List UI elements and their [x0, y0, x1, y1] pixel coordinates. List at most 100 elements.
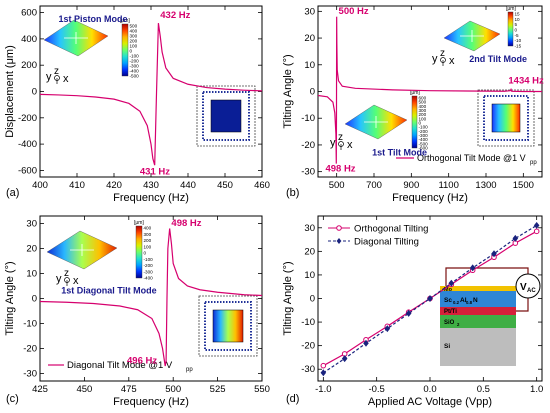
x-tick-label: 425	[32, 384, 48, 395]
colorbar-tick-label: 500	[419, 100, 427, 105]
wire	[445, 267, 529, 286]
data-point	[491, 250, 497, 258]
x-tick-label: 1500	[513, 180, 534, 191]
colorbar-tick-label: 0	[144, 251, 147, 256]
colorbar-tick-label: -200	[419, 129, 429, 134]
colorbar-tick-label: 100	[144, 244, 152, 249]
annotation-label: 1st Tilt Mode	[372, 148, 427, 158]
annotation-label: 1434 Hz	[508, 75, 544, 86]
y-tick-label: 400	[21, 34, 37, 45]
y-axis-label: Tilting Angle (°)	[282, 261, 294, 335]
y-tick-label: -30	[301, 364, 315, 375]
panel-label: (b)	[286, 187, 299, 199]
y-tick-label: 200	[21, 60, 37, 71]
x-tick-label: 420	[106, 180, 122, 191]
y-tick-label: 10	[304, 60, 315, 71]
colorbar-tick-label: 100	[419, 116, 427, 121]
layer-label: 0.2	[453, 300, 460, 305]
data-point	[469, 264, 476, 272]
y-tick-label: -20	[301, 140, 315, 151]
y-tick-label: 600	[21, 8, 37, 19]
colorbar-tick-label: -5	[515, 33, 520, 38]
wire	[516, 298, 529, 312]
y-tick-label: 30	[304, 223, 315, 234]
colorbar-tick-label: 500	[130, 24, 138, 29]
x-tick-label: 1100	[438, 180, 458, 191]
legend-marker	[336, 225, 342, 231]
colorbar-tick-label: 300	[130, 34, 138, 39]
y-tick-label: 20	[304, 33, 315, 44]
layer-label: SiO	[444, 320, 455, 326]
data-point	[384, 325, 391, 333]
legend-label: Orthogonal Tilting	[354, 224, 428, 235]
colorbar-tick-label: -500	[419, 141, 429, 146]
colorbar-tick-label: 200	[419, 112, 427, 117]
annotation-label: 500 Hz	[339, 6, 369, 17]
ac-source-label: V	[520, 282, 527, 293]
colorbar-tick-label: -300	[419, 133, 429, 138]
colorbar-tick-label: 15	[515, 12, 521, 17]
colorbar-tick-label: -400	[130, 69, 140, 74]
layer-label: Al	[460, 297, 467, 304]
y-tick-label: -10	[23, 319, 37, 330]
x-tick-label: 450	[217, 180, 233, 191]
panel-d: -1.0 -0.5 0.0 0.5 1.0 -30 -20 -10 0 10 20 30 Applied…	[282, 215, 543, 408]
x-tick-label: 450	[76, 384, 92, 395]
layer-label: Pt/Ti	[444, 309, 457, 315]
x-tick-label: 475	[121, 384, 137, 395]
x-axis-label: Applied AC Voltage (Vpp)	[368, 396, 492, 408]
y-tick-label: -10	[301, 113, 315, 124]
panel-b: 500 700 900 1100 1300 1500-30-20-100102030Fre…	[282, 5, 544, 204]
layer-label: Sc	[444, 297, 452, 304]
x-tick-label: 500	[165, 384, 181, 395]
axis-glyph-z: z	[338, 132, 343, 143]
colorbar-unit: [μm]	[134, 220, 144, 226]
x-tick-label: 1.0	[530, 384, 543, 395]
panel-label: (a)	[6, 187, 19, 199]
panel-label: (d)	[286, 393, 299, 405]
device-mirror	[491, 103, 521, 133]
legend-label: Diagonal Tilt Mode @1 V	[67, 360, 173, 371]
colorbar	[507, 11, 514, 47]
colorbar-tick-label: 400	[130, 29, 138, 34]
colorbar-tick-label: 400	[419, 104, 427, 109]
annotation-label: 498 Hz	[171, 218, 201, 229]
y-tick-label: 10	[304, 270, 315, 281]
x-tick-label: 400	[32, 180, 48, 191]
axis-glyph-x: x	[63, 73, 69, 85]
y-tick-label: 0	[310, 294, 315, 305]
colorbar-tick-label: -100	[130, 54, 140, 59]
device-springs	[483, 95, 529, 141]
colorbar-tick-label: 200	[144, 238, 152, 243]
colorbar-tick-label: -600	[419, 146, 429, 151]
colorbar-tick-label: -300	[130, 64, 140, 69]
x-tick-label: 525	[210, 384, 226, 395]
layer-ptti	[440, 307, 516, 315]
y-tick-label: -30	[23, 369, 37, 380]
data-point	[512, 234, 519, 242]
x-axis-label: Frequency (Hz)	[392, 192, 468, 204]
ac-source-sub: AC	[527, 288, 536, 294]
x-axis-label: Frequency (Hz)	[113, 396, 189, 408]
data-point	[405, 309, 412, 317]
annotation-label: 498 Hz	[325, 164, 355, 175]
x-tick-label: 500	[329, 180, 345, 191]
series-line-0	[317, 16, 542, 164]
y-tick-label: -10	[301, 317, 315, 328]
colorbar-tick-label: 5	[515, 22, 518, 27]
colorbar-tick-label: 200	[130, 39, 138, 44]
legend-subscript: pp	[186, 367, 193, 373]
y-tick-label: -30	[301, 167, 315, 178]
layer-label: N	[473, 297, 478, 304]
colorbar-tick-label: -200	[144, 263, 154, 268]
series-line-0	[39, 228, 263, 367]
colorbar-unit: [μm]	[410, 90, 420, 96]
colorbar-tick-label: 400	[144, 226, 152, 231]
colorbar-tick-label: 100	[130, 44, 138, 49]
y-axis-label: Tilting Angle (°)	[4, 261, 16, 335]
annotation-label: 1st Diagonal Tilt Mode	[61, 286, 156, 296]
x-tick-label: 0.5	[477, 384, 490, 395]
x-tick-label: 430	[143, 180, 159, 191]
colorbar-tick-label: 0	[419, 121, 422, 126]
